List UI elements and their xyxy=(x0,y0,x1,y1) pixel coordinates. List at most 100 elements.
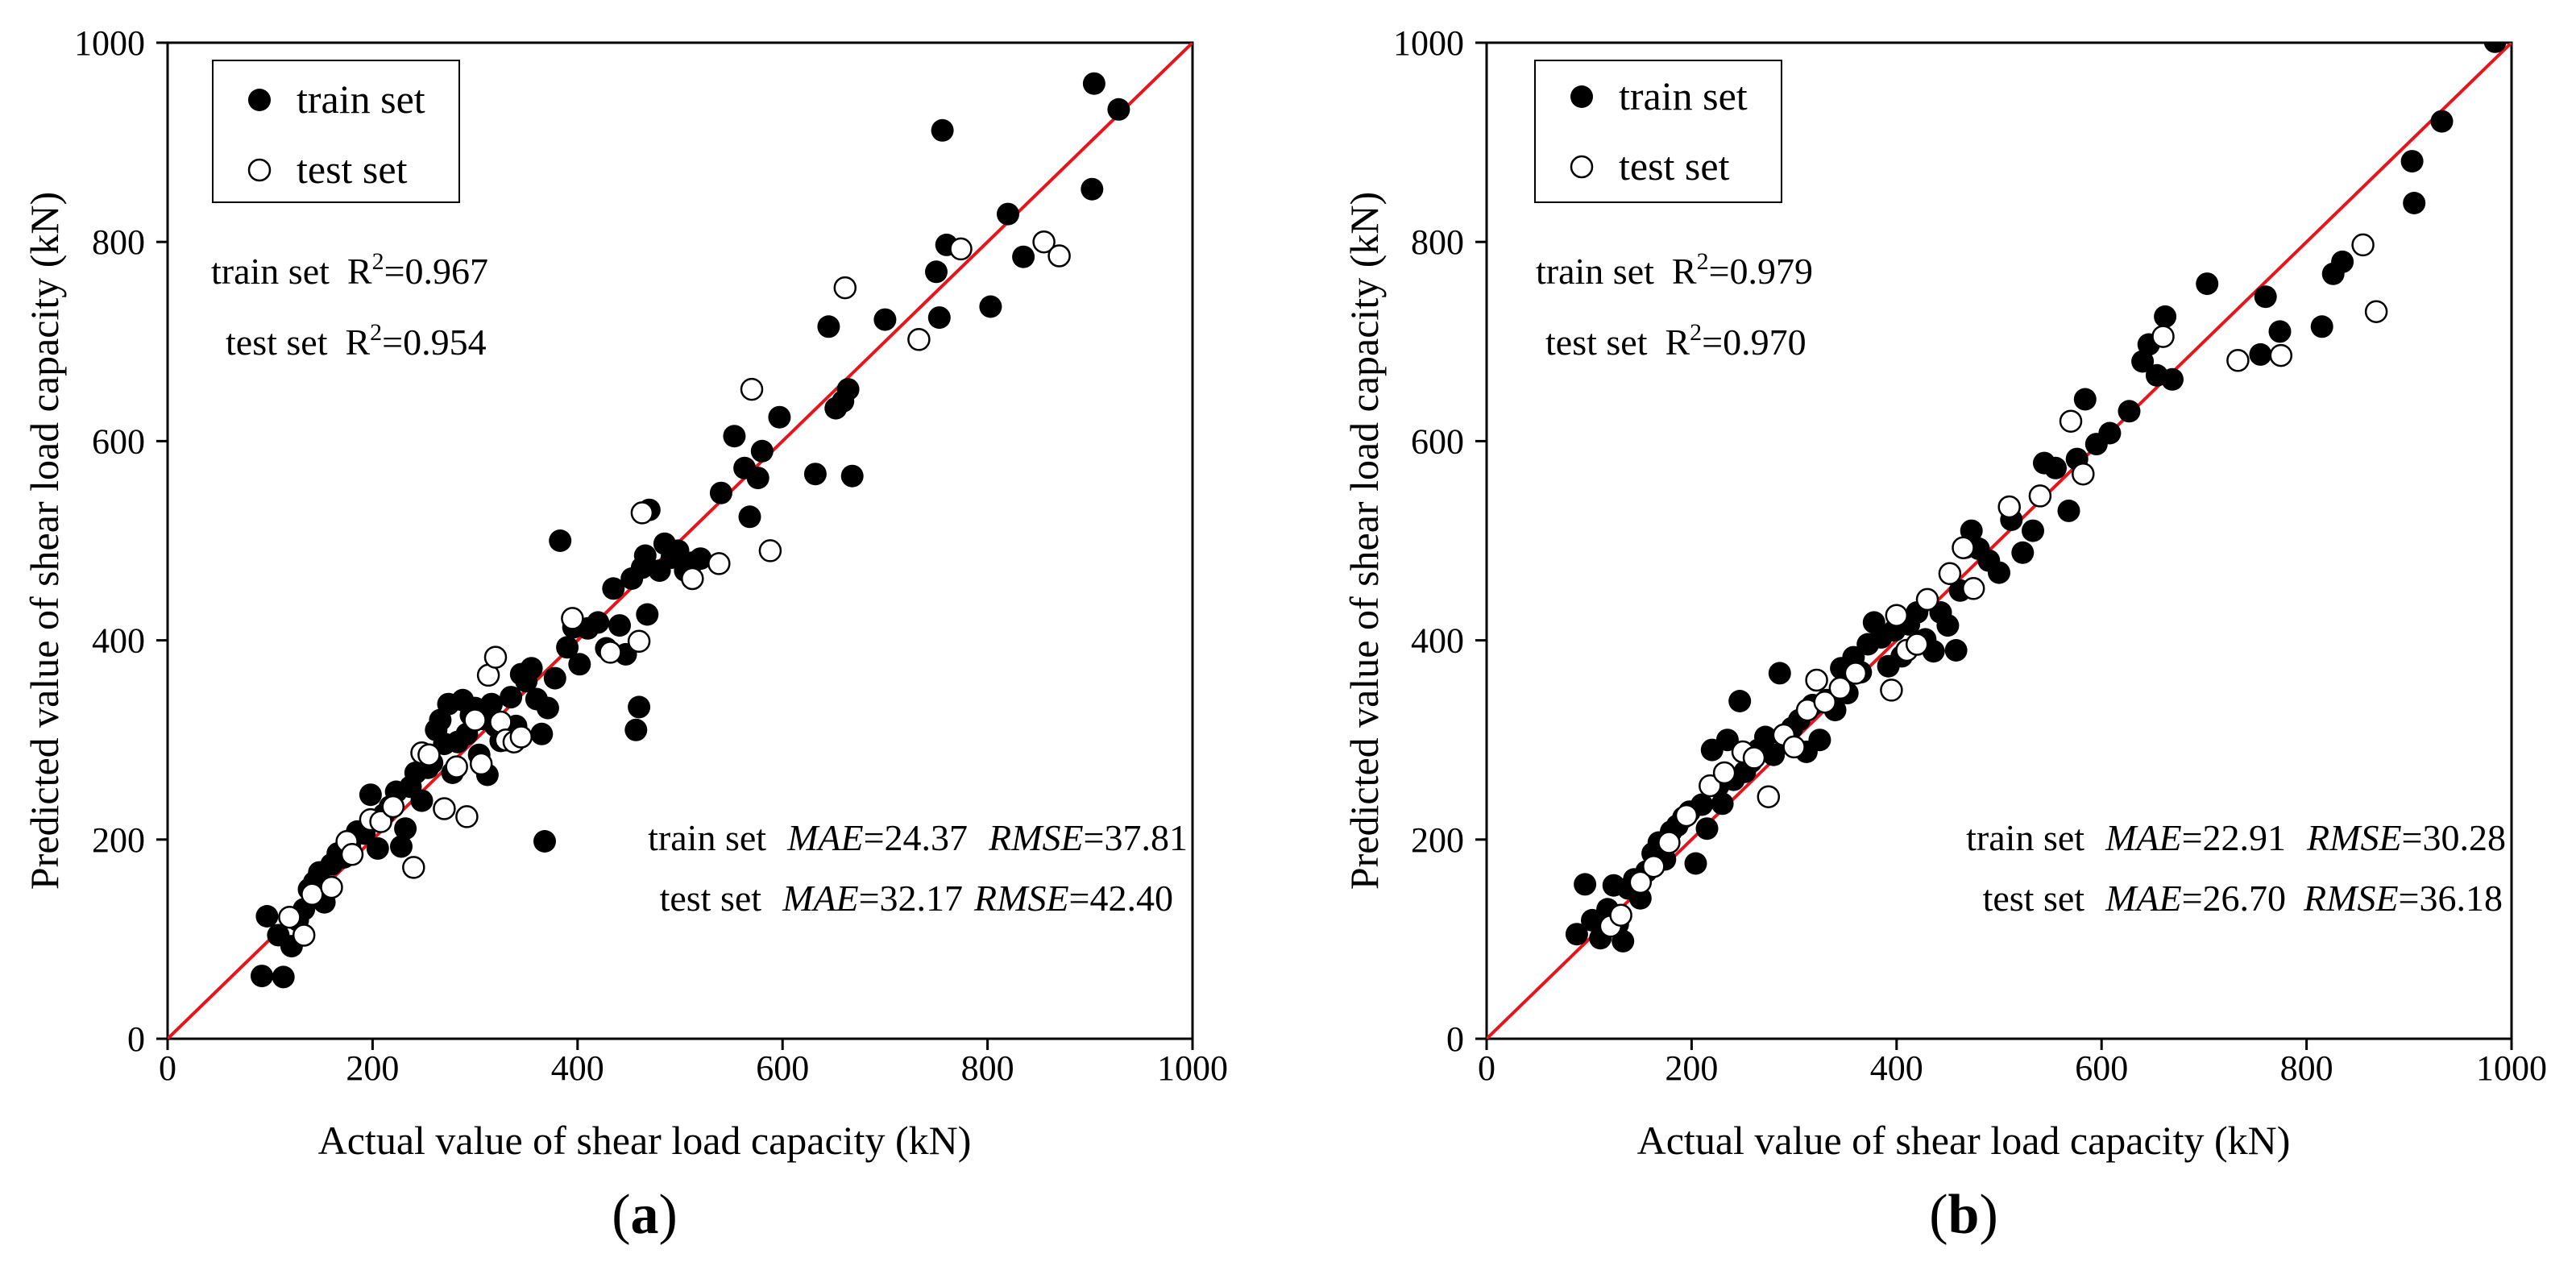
train-point xyxy=(1565,923,1588,946)
train-point xyxy=(636,603,659,626)
rmse-value: =30.28 xyxy=(2402,817,2506,858)
test-point xyxy=(1032,230,1056,254)
test-point xyxy=(681,567,704,591)
train-point xyxy=(2268,320,2292,343)
train-point xyxy=(520,657,543,680)
y-axis-label: Predicted value of shear load capacity (… xyxy=(22,192,67,890)
panel-label-close: ) xyxy=(659,1184,678,1246)
legend: train set test set xyxy=(212,60,460,203)
test-point xyxy=(1961,577,1985,600)
train-point xyxy=(602,577,625,600)
y-tick-label: 200 xyxy=(92,820,145,860)
train-point xyxy=(536,696,559,720)
test-point xyxy=(301,882,324,907)
train-point xyxy=(2483,43,2507,53)
x-tick-label: 200 xyxy=(346,1048,399,1088)
train-point xyxy=(556,636,579,659)
r2-test-label: test set xyxy=(226,322,328,363)
train-point xyxy=(1768,662,1791,685)
train-point xyxy=(1081,177,1104,201)
test-point xyxy=(1642,854,1665,878)
chart-panel-b: 0 200 400 600 800 1000 0 200 400 600 800… xyxy=(1342,23,2547,1246)
rmse-value: =36.18 xyxy=(2399,878,2503,919)
train-point xyxy=(1082,72,1105,95)
train-point xyxy=(633,544,657,567)
test-point xyxy=(402,856,425,879)
train-point xyxy=(394,817,417,841)
test-point xyxy=(2072,462,2095,486)
train-point xyxy=(689,547,712,571)
x-axis-label: Actual value of shear load capacity (kN) xyxy=(318,1118,972,1163)
y-axis-label: Predicted value of shear load capacity (… xyxy=(1342,192,1387,890)
test-point xyxy=(1628,870,1653,895)
train-point xyxy=(768,405,791,429)
train-point xyxy=(2057,499,2080,522)
train-point xyxy=(251,965,273,988)
train-point xyxy=(2430,110,2454,133)
train-point xyxy=(2044,456,2067,479)
y-tick-label: 1000 xyxy=(74,23,145,63)
train-point xyxy=(1715,728,1739,752)
x-tick-label: 600 xyxy=(756,1048,809,1088)
metrics-test-label: test set xyxy=(1983,878,2085,919)
x-tick-label: 1000 xyxy=(1157,1048,1228,1088)
test-point xyxy=(1844,662,1868,685)
test-point xyxy=(455,805,479,828)
train-point xyxy=(1762,743,1786,766)
test-point xyxy=(1657,831,1681,854)
train-point xyxy=(1936,614,1960,637)
train-point xyxy=(931,118,954,142)
test-point xyxy=(320,875,343,899)
train-point xyxy=(2073,388,2097,411)
train-point xyxy=(873,308,897,331)
test-point xyxy=(2364,300,2388,323)
train-point xyxy=(628,695,651,719)
train-point xyxy=(2400,150,2424,173)
mae-value: =24.37 xyxy=(864,817,968,858)
mae-label: MAE xyxy=(782,878,859,919)
r2-train-label: train set xyxy=(211,251,330,292)
y-tick-label: 800 xyxy=(92,222,145,262)
train-point xyxy=(272,965,295,989)
r2-train-label: train set xyxy=(1536,251,1654,292)
x-tick-label: 800 xyxy=(961,1048,1014,1088)
axis-ticks xyxy=(156,41,1194,1050)
test-point xyxy=(278,905,301,929)
test-point xyxy=(340,843,364,866)
test-point xyxy=(630,501,654,525)
r2-train-text: train set R2=0.979 xyxy=(1536,248,1813,292)
train-point xyxy=(927,306,951,330)
rmse-label: RMSE xyxy=(2303,878,2399,919)
mae-label: MAE xyxy=(2105,878,2182,919)
panel-label-open: ( xyxy=(1929,1184,1948,1246)
r2-test-label: test set xyxy=(1545,322,1648,363)
x-tick-label: 200 xyxy=(1665,1048,1718,1088)
test-point xyxy=(627,629,651,654)
test-point xyxy=(1805,668,1828,692)
panel-label: (b) xyxy=(1929,1184,1998,1246)
train-point xyxy=(1612,929,1635,953)
test-point xyxy=(1915,587,1939,612)
train-point xyxy=(2022,519,2044,542)
y-tick-label: 200 xyxy=(1411,820,1464,860)
y-tick-label: 600 xyxy=(92,421,145,461)
y-tick-label: 0 xyxy=(1446,1019,1464,1059)
r2-superscript: 2 xyxy=(1690,319,1702,346)
train-point xyxy=(840,464,864,488)
test-point xyxy=(599,641,622,664)
test-point xyxy=(469,752,493,776)
train-point xyxy=(803,463,827,486)
x-tick-label: 400 xyxy=(1870,1048,1923,1088)
data-points xyxy=(251,72,1130,989)
test-point xyxy=(2351,233,2375,257)
train-point xyxy=(1988,561,2010,584)
y-tick-label: 1000 xyxy=(1393,23,1464,63)
test-point xyxy=(1782,735,1806,759)
metrics-train-label: train set xyxy=(648,817,766,858)
train-point xyxy=(1107,98,1130,121)
x-tick-label: 0 xyxy=(159,1048,176,1088)
legend-test-marker xyxy=(247,158,272,182)
train-point xyxy=(746,467,769,490)
rmse-label: RMSE xyxy=(988,817,1084,858)
metrics-train-text: train set MAE=24.37 RMSE=37.81 xyxy=(648,817,1188,858)
